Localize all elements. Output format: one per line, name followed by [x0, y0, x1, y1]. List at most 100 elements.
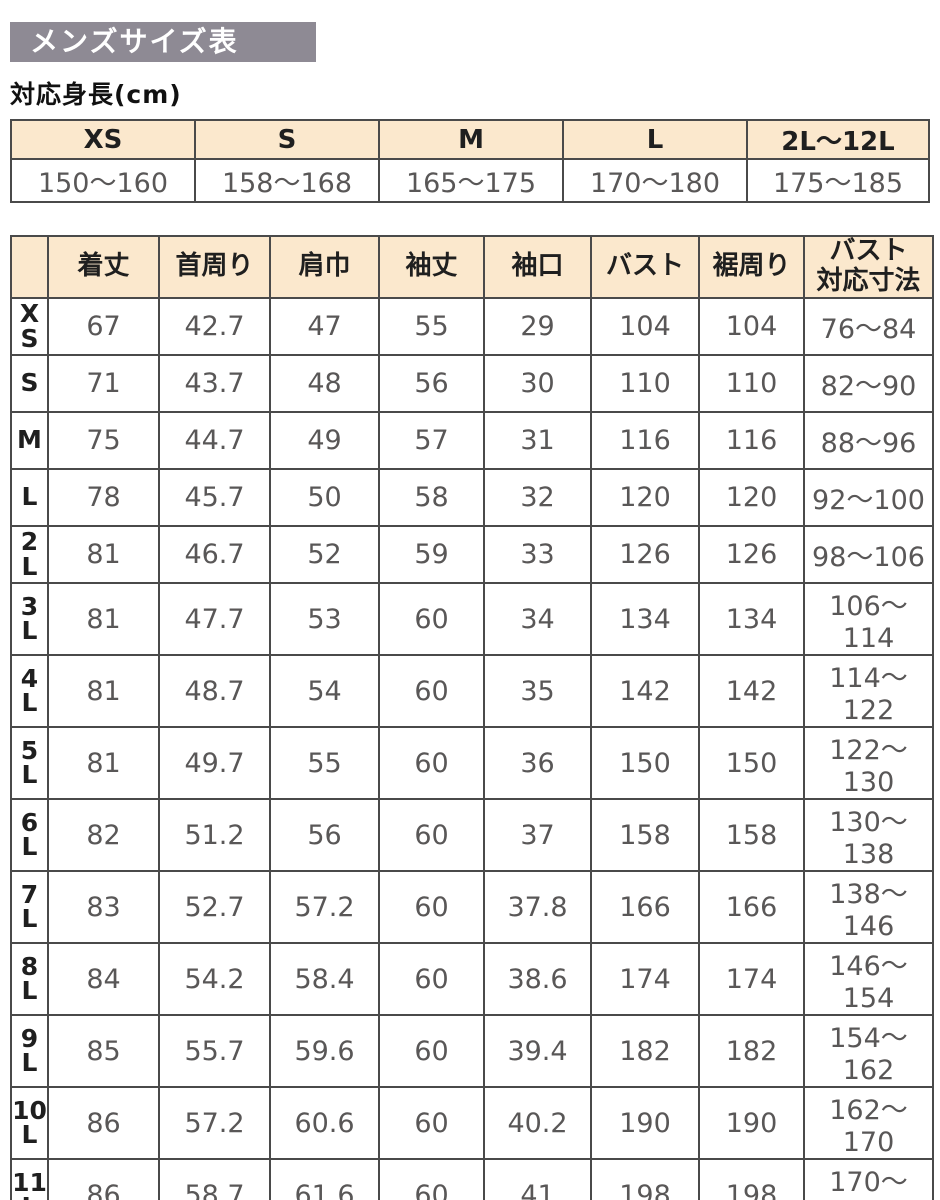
table-row: 7 L 83 52.7 57.2 60 37.8 166 166 138〜146 — [10, 870, 934, 944]
height-col-xs: XS — [10, 119, 196, 160]
value-cell: 50 — [269, 468, 380, 527]
height-value-xs: 150〜160 — [10, 158, 196, 203]
value-cell: 142 — [590, 654, 700, 728]
value-cell: 39.4 — [483, 1014, 592, 1088]
value-cell: 60.6 — [269, 1086, 380, 1160]
value-cell: 55.7 — [158, 1014, 271, 1088]
size-table-header-row: 着丈 首周り 肩巾 袖丈 袖口 バスト 裾周り バスト 対応寸法 — [10, 235, 934, 299]
value-cell: 60 — [378, 1158, 485, 1200]
size-label: 2 L — [10, 525, 49, 584]
value-cell: 82 — [47, 798, 160, 872]
size-label: 5 L — [10, 726, 49, 800]
value-cell: 84 — [47, 942, 160, 1016]
height-table-header-row: XS S M L 2L〜12L — [10, 119, 930, 160]
value-cell: 110 — [590, 354, 700, 413]
height-table-value-row: 150〜160 158〜168 165〜175 170〜180 175〜185 — [10, 158, 930, 203]
value-cell: 45.7 — [158, 468, 271, 527]
column-header: バスト — [590, 235, 700, 299]
size-label: 7 L — [10, 870, 49, 944]
table-row: 2 L 81 46.7 52 59 33 126 126 98〜106 — [10, 525, 934, 584]
value-cell: 81 — [47, 726, 160, 800]
value-cell: 166 — [698, 870, 805, 944]
value-cell: 81 — [47, 525, 160, 584]
table-row: 3 L 81 47.7 53 60 34 134 134 106〜114 — [10, 582, 934, 656]
value-cell: 126 — [698, 525, 805, 584]
value-cell: 43.7 — [158, 354, 271, 413]
value-cell: 134 — [698, 582, 805, 656]
value-cell: 190 — [698, 1086, 805, 1160]
value-cell: 86 — [47, 1158, 160, 1200]
size-label: 3 L — [10, 582, 49, 656]
value-cell: 37 — [483, 798, 592, 872]
value-cell: 46.7 — [158, 525, 271, 584]
value-cell: 60 — [378, 942, 485, 1016]
size-label: M — [10, 411, 49, 470]
value-cell: 158 — [698, 798, 805, 872]
height-col-s: S — [194, 119, 380, 160]
value-cell: 106〜114 — [803, 582, 934, 656]
value-cell: 126 — [590, 525, 700, 584]
value-cell: 138〜146 — [803, 870, 934, 944]
value-cell: 82〜90 — [803, 354, 934, 413]
table-row: 8 L 84 54.2 58.4 60 38.6 174 174 146〜154 — [10, 942, 934, 1016]
column-header: 裾周り — [698, 235, 805, 299]
value-cell: 98〜106 — [803, 525, 934, 584]
value-cell: 86 — [47, 1086, 160, 1160]
value-cell: 150 — [698, 726, 805, 800]
table-row: 10 L 86 57.2 60.6 60 40.2 190 190 162〜170 — [10, 1086, 934, 1160]
size-label: 10 L — [10, 1086, 49, 1160]
column-header: 袖丈 — [378, 235, 485, 299]
table-row: 4 L 81 48.7 54 60 35 142 142 114〜122 — [10, 654, 934, 728]
table-row: M 75 44.7 49 57 31 116 116 88〜96 — [10, 411, 934, 470]
value-cell: 92〜100 — [803, 468, 934, 527]
table-row: 5 L 81 49.7 55 60 36 150 150 122〜130 — [10, 726, 934, 800]
value-cell: 110 — [698, 354, 805, 413]
size-label: 11 L — [10, 1158, 49, 1200]
value-cell: 120 — [590, 468, 700, 527]
size-label: X S — [10, 297, 49, 356]
value-cell: 116 — [590, 411, 700, 470]
height-col-m: M — [378, 119, 564, 160]
size-label: 8 L — [10, 942, 49, 1016]
value-cell: 37.8 — [483, 870, 592, 944]
height-section-label: 対応身長(cm) — [10, 80, 182, 109]
value-cell: 120 — [698, 468, 805, 527]
value-cell: 52.7 — [158, 870, 271, 944]
value-cell: 60 — [378, 726, 485, 800]
size-label: 4 L — [10, 654, 49, 728]
value-cell: 81 — [47, 582, 160, 656]
value-cell: 56 — [269, 798, 380, 872]
value-cell: 29 — [483, 297, 592, 356]
value-cell: 122〜130 — [803, 726, 934, 800]
table-row: S 71 43.7 48 56 30 110 110 82〜90 — [10, 354, 934, 413]
value-cell: 56 — [378, 354, 485, 413]
size-label: 6 L — [10, 798, 49, 872]
value-cell: 142 — [698, 654, 805, 728]
value-cell: 85 — [47, 1014, 160, 1088]
value-cell: 116 — [698, 411, 805, 470]
value-cell: 166 — [590, 870, 700, 944]
value-cell: 104 — [698, 297, 805, 356]
height-value-l: 170〜180 — [562, 158, 748, 203]
value-cell: 32 — [483, 468, 592, 527]
value-cell: 57.2 — [269, 870, 380, 944]
value-cell: 53 — [269, 582, 380, 656]
page-title: メンズサイズ表 — [10, 22, 316, 62]
column-header: バスト 対応寸法 — [803, 235, 934, 299]
height-value-m: 165〜175 — [378, 158, 564, 203]
height-col-2l-12l: 2L〜12L — [746, 119, 930, 160]
value-cell: 52 — [269, 525, 380, 584]
value-cell: 60 — [378, 1086, 485, 1160]
value-cell: 49.7 — [158, 726, 271, 800]
value-cell: 47 — [269, 297, 380, 356]
table-row: 6 L 82 51.2 56 60 37 158 158 130〜138 — [10, 798, 934, 872]
value-cell: 47.7 — [158, 582, 271, 656]
value-cell: 36 — [483, 726, 592, 800]
value-cell: 48.7 — [158, 654, 271, 728]
value-cell: 55 — [269, 726, 380, 800]
value-cell: 174 — [698, 942, 805, 1016]
value-cell: 182 — [590, 1014, 700, 1088]
value-cell: 81 — [47, 654, 160, 728]
column-header: 肩巾 — [269, 235, 380, 299]
